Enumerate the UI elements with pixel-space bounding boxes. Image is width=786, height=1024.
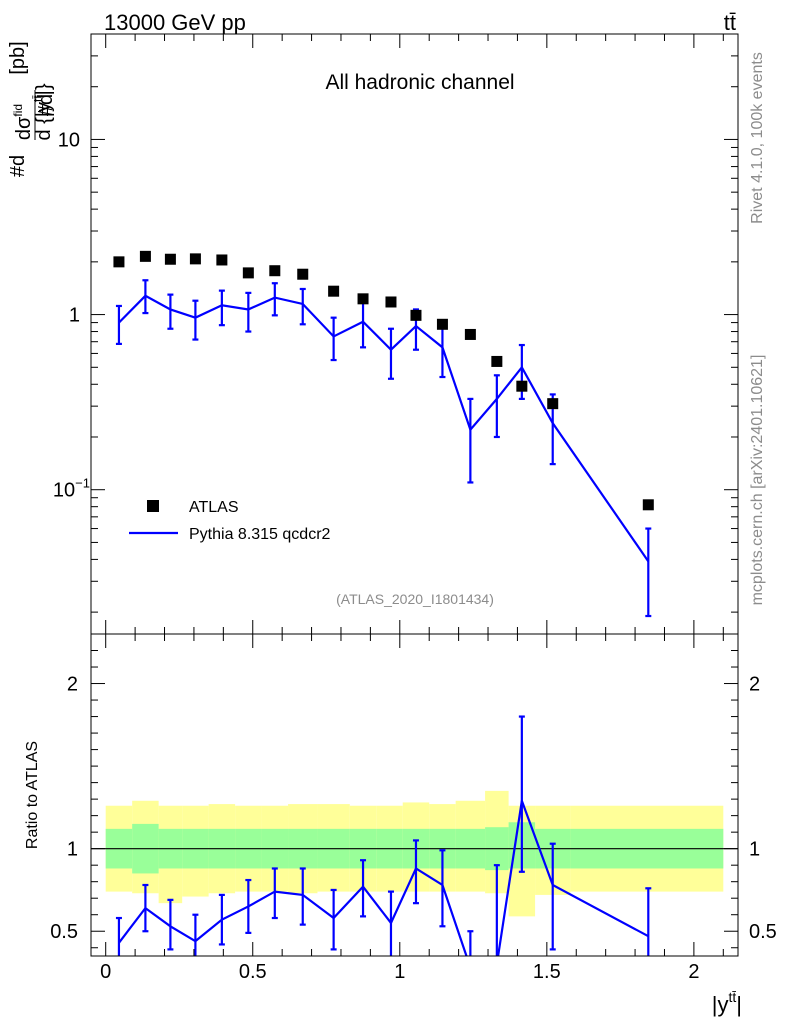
atlas-data-point xyxy=(216,254,228,266)
main-axis-ticks: 10 1 10−1 xyxy=(53,33,738,634)
legend: ATLAS Pythia 8.315 qcdcr2 xyxy=(129,499,331,543)
ratio-x-tick-label: 1 xyxy=(394,961,405,983)
ratio-pythia-line xyxy=(118,800,649,956)
atlas-data-point xyxy=(385,296,397,308)
ratio-y-tick-label-right: 0.5 xyxy=(749,921,777,943)
main-y-tick-label: 10 xyxy=(58,129,80,151)
ratio-plot-area xyxy=(91,715,738,956)
ratio-y-axis-label: Ratio to ATLAS xyxy=(24,741,41,849)
main-y-label-den-close: |} xyxy=(33,83,55,95)
atlas-data-point xyxy=(357,293,369,305)
ratio-y-tick-label: 1 xyxy=(67,839,78,861)
ratio-panel: 0.5 0.5 1 1 2 2 0 0.5 1 1.5 2 Ratio to ATLAS |ytt̄… xyxy=(24,633,777,1017)
rivet-version-text: Rivet 4.1.0, 100k events xyxy=(749,52,766,224)
atlas-data-point xyxy=(139,250,151,262)
ratio-x-tick-label: 0 xyxy=(100,961,111,983)
main-y-label-den-sup: tt̄ xyxy=(31,95,45,102)
ratio-y-tick-label: 2 xyxy=(67,674,78,696)
atlas-data-point xyxy=(547,398,559,410)
atlas-data-point xyxy=(410,309,422,321)
ratio-y-tick-label-right: 2 xyxy=(749,674,760,696)
atlas-data-point xyxy=(436,318,448,330)
legend-atlas-marker xyxy=(147,500,159,512)
svg-text:dσfid: dσfid xyxy=(11,104,35,140)
main-frame xyxy=(90,33,739,635)
main-y-tick-label: 1 xyxy=(69,305,80,327)
main-y-label-num-sup: fid xyxy=(11,104,25,117)
analysis-ref-tag: (ATLAS_2020_I1801434) xyxy=(336,591,494,607)
svg-text:d {|ytt̄|}: d {|ytt̄|} xyxy=(31,83,55,140)
svg-text:#d: #d xyxy=(35,94,57,116)
ratio-frame xyxy=(90,633,739,957)
main-title: All hadronic channel xyxy=(325,71,514,94)
main-y-label-unit: [pb] xyxy=(7,41,29,74)
main-y-tick-label: 10−1 xyxy=(53,476,90,502)
atlas-data-point xyxy=(491,355,503,367)
x-axis-label: |ytt̄| xyxy=(712,989,742,1017)
legend-pythia-label: Pythia 8.315 qcdcr2 xyxy=(189,526,331,543)
header-right-title: tt̄ xyxy=(724,10,736,35)
atlas-data-point xyxy=(113,256,125,268)
ratio-x-tick-label: 1.5 xyxy=(533,961,561,983)
ratio-y-tick-label-right: 1 xyxy=(749,839,760,861)
atlas-data-point xyxy=(328,285,340,297)
atlas-data-point xyxy=(269,265,281,277)
main-y-label-den: d {|y xyxy=(33,102,55,141)
main-panel: 10 1 10−1 All hadronic channel (ATLAS_2020… xyxy=(7,33,739,635)
atlas-data-point xyxy=(516,380,528,392)
atlas-data-point xyxy=(242,267,254,279)
atlas-data-point xyxy=(164,253,176,265)
ratio-y-tick-label: 0.5 xyxy=(50,921,78,943)
mcplots-source-text: mcplots.cern.ch [arXiv:2401.10621] xyxy=(749,355,766,606)
atlas-data-point xyxy=(464,328,476,340)
header-left-title: 13000 GeV pp xyxy=(104,10,246,35)
atlas-data-point xyxy=(189,253,201,265)
legend-atlas-label: ATLAS xyxy=(189,499,239,516)
main-y-axis-label: #d xyxy=(35,94,57,116)
ratio-axis-ticks: 0.5 0.5 1 1 2 2 0 0.5 1 1.5 2 xyxy=(50,633,777,983)
pythia-line xyxy=(118,294,650,562)
atlas-data-point xyxy=(297,268,309,280)
ratio-x-tick-label: 2 xyxy=(688,961,699,983)
main-y-label-prefix: #d xyxy=(7,155,29,177)
atlas-data-point xyxy=(642,499,654,511)
main-y-label-num: dσ xyxy=(13,116,35,140)
ratio-x-tick-label: 0.5 xyxy=(239,961,267,983)
